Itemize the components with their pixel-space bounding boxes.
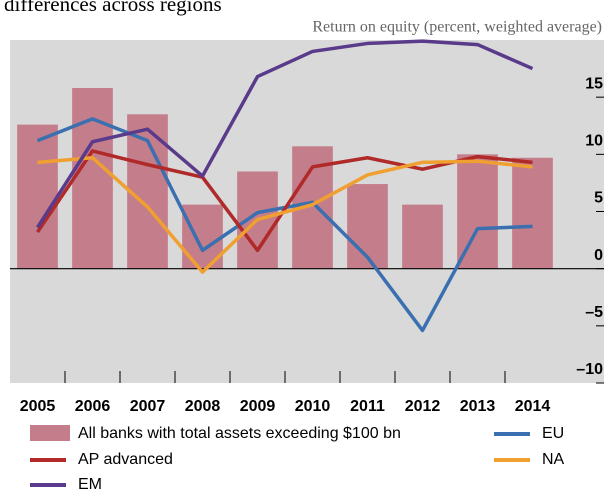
- line-series: [37, 156, 533, 274]
- y-tick-label: –10: [576, 361, 603, 378]
- x-tick-label: 2005: [20, 398, 56, 415]
- x-tick-label: 2006: [75, 398, 111, 415]
- x-tick-label: 2010: [295, 398, 331, 415]
- x-tick-label: 2011: [350, 398, 385, 415]
- x-tick-label: 2014: [515, 398, 551, 415]
- y-tick-label: 15: [585, 75, 603, 92]
- bar: [512, 157, 553, 269]
- chart-subtitle: Return on equity (percent, weighted aver…: [312, 19, 602, 36]
- y-tick-label: 0: [594, 247, 603, 264]
- bar: [402, 204, 443, 269]
- bar: [72, 88, 113, 269]
- x-tick-label: 2009: [240, 398, 276, 415]
- legend-label: EU: [542, 425, 564, 442]
- legend-label: All banks with total assets exceeding $1…: [78, 425, 401, 442]
- legend-label: NA: [542, 451, 565, 468]
- legend-swatch: [30, 425, 70, 441]
- legend-label: EM: [78, 476, 102, 492]
- line-series: [36, 39, 534, 229]
- y-tick-label: 10: [585, 133, 603, 150]
- x-tick-label: 2012: [405, 398, 441, 415]
- x-tick-label: 2013: [460, 398, 496, 415]
- bar: [457, 154, 498, 269]
- legend-label: AP advanced: [78, 451, 173, 468]
- bar: [17, 124, 58, 269]
- bar: [127, 114, 168, 269]
- chart-title: differences across regions: [4, 0, 222, 16]
- x-tick-label: 2007: [130, 398, 166, 415]
- y-tick-label: 5: [594, 190, 603, 207]
- bar: [347, 184, 388, 269]
- x-tick-label: 2008: [185, 398, 221, 415]
- y-tick-label: –5: [585, 304, 603, 321]
